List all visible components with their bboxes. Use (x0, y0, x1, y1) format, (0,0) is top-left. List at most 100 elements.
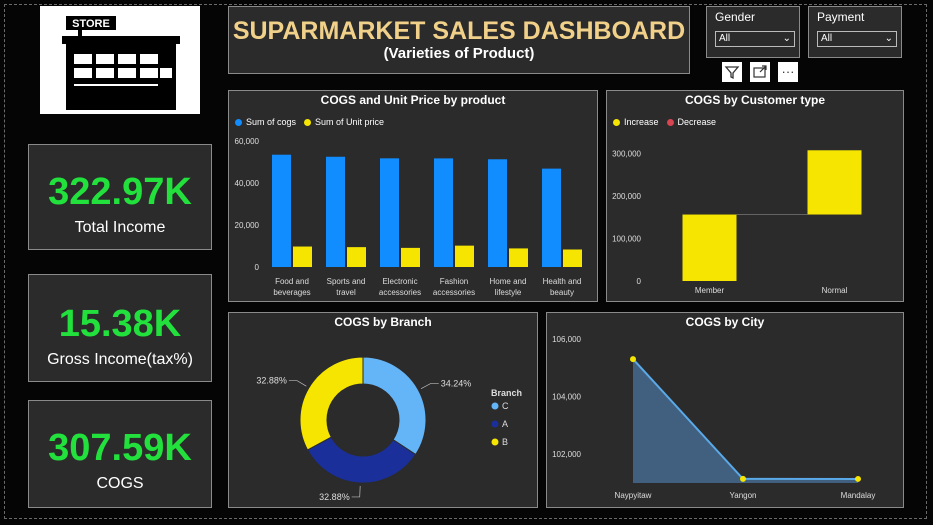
data-point (740, 475, 746, 482)
bar-cogs (434, 158, 453, 267)
page-title: SUPARMARKET SALES DASHBOARD (232, 17, 686, 45)
data-point (630, 356, 636, 363)
x-tick-label: accessories (379, 288, 421, 297)
bar-cogs (488, 159, 507, 267)
legend-label: C (502, 401, 509, 411)
focus-mode-icon[interactable] (750, 62, 770, 82)
cogs-customer-type-chart[interactable]: COGS by Customer type Increase Decrease … (606, 90, 904, 302)
x-tick-label: Health and (543, 277, 582, 286)
y-tick-label: 300,000 (612, 150, 641, 159)
kpi-gross-income: 15.38K Gross Income(tax%) (28, 274, 212, 382)
legend-label: B (502, 437, 508, 447)
x-tick-label: Home and (490, 277, 527, 286)
payment-slicer-label: Payment (817, 10, 865, 24)
legend-dot (491, 420, 499, 428)
legend-dot-unit-price (304, 118, 312, 126)
bar-unit-price (401, 247, 420, 267)
x-tick-label: Sports and (327, 277, 366, 286)
waterfall-chart-plot: 0 100,000 200,000 300,000 Member Normal (612, 150, 862, 295)
x-tick-label: Member (695, 286, 725, 295)
legend-title: Branch (491, 388, 522, 398)
y-tick-label: 20,000 (235, 221, 260, 230)
chart-legend: Sum of cogs Sum of Unit price (235, 117, 384, 127)
cogs-unitprice-chart[interactable]: COGS and Unit Price by product Sum of co… (228, 90, 598, 302)
x-tick-label: Mandalay (841, 491, 876, 500)
bar-cogs (380, 158, 399, 267)
bar-unit-price (563, 249, 582, 267)
x-tick-label: Electronic (382, 277, 417, 286)
y-tick-label: 0 (255, 263, 260, 272)
kpi-cogs: 307.59K COGS (28, 400, 212, 508)
y-tick-label: 100,000 (612, 235, 641, 244)
chart-title: COGS by Branch (334, 315, 432, 329)
donut-chart-plot: 34.24% 32.88% 32.88% Branch CAB (256, 356, 522, 502)
more-options-icon[interactable]: ··· (778, 62, 798, 82)
area-chart-plot: 102,000 104,000 106,000 Naypyitaw Yangon Mand… (552, 335, 876, 500)
bar-cogs (272, 154, 291, 267)
legend-label: A (502, 419, 508, 429)
bar-cogs (326, 156, 345, 267)
y-tick-label: 102,000 (552, 450, 581, 459)
y-tick-label: 106,000 (552, 335, 581, 344)
store-icon: STORE (62, 16, 180, 110)
x-tick-label: Food and (275, 277, 309, 286)
payment-dropdown[interactable]: All ⌄ (817, 31, 897, 47)
dashboard-frame (4, 4, 927, 519)
bar-cogs (542, 168, 561, 267)
bar-unit-price (347, 247, 366, 267)
chart-title: COGS by Customer type (684, 93, 826, 107)
data-point (855, 475, 861, 482)
bar-chart-plot: 0 20,000 40,000 60,000 Food and beverages Spor… (235, 137, 582, 297)
x-tick-label: beverages (273, 288, 310, 297)
y-tick-label: 40,000 (235, 179, 260, 188)
x-tick-label: lifestyle (495, 288, 522, 297)
payment-slicer[interactable]: Payment All ⌄ (808, 6, 902, 58)
legend-label: Sum of Unit price (315, 117, 385, 127)
payment-dropdown-value: All (821, 33, 833, 44)
bar-unit-price (293, 246, 312, 267)
more-options-label: ··· (781, 64, 795, 79)
filter-icon[interactable] (722, 62, 742, 82)
donut-leader-line (288, 380, 307, 387)
x-tick-label: Fashion (440, 277, 468, 286)
donut-slice (362, 356, 427, 456)
legend-label: Decrease (677, 117, 717, 127)
cogs-city-chart[interactable]: COGS by City 102,000 104,000 106,000 Naypyi… (546, 312, 904, 508)
donut-slice (306, 436, 417, 484)
legend-dot (491, 402, 499, 410)
legend-label: Sum of cogs (246, 117, 297, 127)
chart-title: COGS by City (685, 315, 765, 329)
chart-title: COGS and Unit Price by product (320, 93, 506, 107)
y-tick-label: 200,000 (612, 192, 641, 201)
kpi-value: 322.97K (48, 171, 192, 213)
y-tick-label: 60,000 (235, 137, 260, 146)
donut-leader-line (351, 485, 361, 498)
x-tick-label: Yangon (730, 491, 757, 500)
legend-dot-cogs (235, 118, 242, 126)
y-tick-label: 104,000 (552, 393, 581, 402)
store-logo: STORE (40, 6, 200, 114)
area-fill (633, 359, 858, 483)
waterfall-bar (807, 150, 862, 215)
gender-slicer[interactable]: Gender All ⌄ (706, 6, 800, 58)
kpi-value: 15.38K (58, 303, 182, 345)
donut-slice (299, 356, 364, 451)
donut-leader-line (420, 383, 439, 389)
x-tick-label: travel (336, 288, 356, 297)
x-tick-label: Normal (822, 286, 848, 295)
y-tick-label: 0 (637, 277, 642, 286)
gender-dropdown-value: All (719, 33, 731, 44)
x-tick-label: Naypyitaw (615, 491, 652, 500)
legend-dot (491, 438, 499, 446)
bar-unit-price (509, 248, 528, 267)
chevron-down-icon: ⌄ (884, 33, 893, 44)
kpi-label: COGS (96, 475, 144, 492)
kpi-label: Total Income (74, 219, 166, 236)
bar-unit-price (455, 245, 474, 267)
chart-legend: Increase Decrease (613, 117, 716, 127)
gender-slicer-label: Gender (715, 10, 756, 24)
header-panel: SUPARMARKET SALES DASHBOARD (Varieties o… (228, 6, 690, 74)
cogs-branch-chart[interactable]: COGS by Branch 34.24% 32.88% 32.88% Branch C… (228, 312, 538, 508)
gender-dropdown[interactable]: All ⌄ (715, 31, 795, 47)
donut-data-label: 32.88% (256, 376, 287, 386)
